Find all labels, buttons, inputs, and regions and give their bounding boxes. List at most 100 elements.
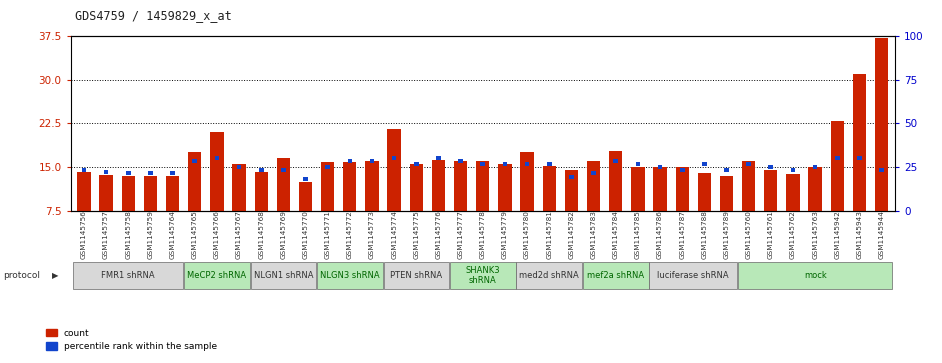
Bar	[516, 262, 582, 289]
Bar	[317, 262, 382, 289]
Bar	[613, 159, 618, 163]
Bar	[498, 164, 512, 211]
Bar	[215, 156, 219, 160]
Bar	[480, 162, 485, 166]
Text: GSM1145944: GSM1145944	[879, 211, 885, 260]
Bar	[543, 166, 556, 211]
Bar	[144, 176, 157, 211]
Bar	[431, 160, 446, 211]
Bar	[365, 161, 379, 211]
Bar	[654, 167, 667, 211]
Bar	[414, 162, 418, 166]
Text: mef2a shRNA: mef2a shRNA	[587, 271, 644, 280]
Text: mock: mock	[804, 271, 826, 280]
Bar	[835, 156, 839, 160]
Legend: count, percentile rank within the sample: count, percentile rank within the sample	[42, 325, 220, 355]
Text: NLGN1 shRNA: NLGN1 shRNA	[253, 271, 313, 280]
Text: GSM1145763: GSM1145763	[812, 211, 819, 260]
Bar	[742, 161, 755, 211]
Text: protocol: protocol	[3, 271, 40, 280]
Text: GSM1145784: GSM1145784	[612, 211, 619, 260]
Bar	[192, 159, 197, 163]
Bar	[746, 162, 751, 166]
Bar	[281, 168, 285, 172]
Text: GDS4759 / 1459829_x_at: GDS4759 / 1459829_x_at	[75, 9, 232, 22]
Bar	[73, 262, 183, 289]
Bar	[410, 164, 423, 211]
Bar	[813, 165, 818, 169]
Bar	[348, 159, 352, 163]
Text: GSM1145769: GSM1145769	[281, 211, 286, 260]
Text: GSM1145766: GSM1145766	[214, 211, 219, 260]
Bar	[631, 167, 644, 211]
Bar	[184, 262, 250, 289]
Text: GSM1145762: GSM1145762	[790, 211, 796, 260]
Bar	[680, 168, 685, 172]
Bar	[583, 262, 648, 289]
Bar	[587, 161, 600, 211]
Text: GSM1145761: GSM1145761	[768, 211, 773, 260]
Bar	[764, 170, 777, 211]
Bar	[343, 162, 356, 211]
Bar	[369, 159, 374, 163]
Text: GSM1145760: GSM1145760	[746, 211, 752, 260]
Text: GSM1145770: GSM1145770	[302, 211, 309, 260]
Bar	[454, 161, 467, 211]
Bar	[82, 168, 87, 172]
Text: GSM1145774: GSM1145774	[391, 211, 398, 260]
Bar	[166, 176, 179, 211]
Bar	[325, 165, 330, 169]
Bar	[592, 171, 596, 175]
Text: GSM1145782: GSM1145782	[568, 211, 575, 260]
Bar	[649, 262, 738, 289]
Text: GSM1145771: GSM1145771	[325, 211, 331, 260]
Text: GSM1145772: GSM1145772	[347, 211, 353, 260]
Bar	[636, 162, 641, 166]
Bar	[188, 152, 202, 211]
Bar	[392, 156, 397, 160]
Bar	[210, 132, 223, 211]
Bar	[303, 176, 308, 181]
Text: GSM1145775: GSM1145775	[414, 211, 419, 260]
Text: GSM1145765: GSM1145765	[192, 211, 198, 260]
Text: GSM1145778: GSM1145778	[479, 211, 486, 260]
Bar	[259, 168, 264, 172]
Text: ▶: ▶	[52, 271, 58, 280]
Text: GSM1145764: GSM1145764	[170, 211, 175, 260]
Text: luciferase shRNA: luciferase shRNA	[658, 271, 729, 280]
Text: GSM1145788: GSM1145788	[702, 211, 707, 260]
Bar	[233, 164, 246, 211]
Text: GSM1145757: GSM1145757	[103, 211, 109, 260]
Bar	[251, 262, 317, 289]
Text: NLGN3 shRNA: NLGN3 shRNA	[320, 271, 380, 280]
Bar	[277, 158, 290, 211]
Text: GSM1145786: GSM1145786	[657, 211, 663, 260]
Bar	[609, 151, 623, 211]
Bar	[875, 38, 888, 211]
Text: med2d shRNA: med2d shRNA	[519, 271, 579, 280]
Text: GSM1145768: GSM1145768	[258, 211, 264, 260]
Bar	[104, 170, 108, 174]
Bar	[565, 170, 578, 211]
Text: GSM1145783: GSM1145783	[591, 211, 596, 260]
Bar	[387, 129, 400, 211]
Text: GSM1145781: GSM1145781	[546, 211, 552, 260]
Bar	[547, 162, 552, 166]
Text: GSM1145780: GSM1145780	[524, 211, 530, 260]
Text: GSM1145773: GSM1145773	[369, 211, 375, 260]
Bar	[122, 176, 135, 211]
Bar	[171, 171, 175, 175]
Text: FMR1 shRNA: FMR1 shRNA	[102, 271, 155, 280]
Text: GSM1145777: GSM1145777	[458, 211, 463, 260]
Bar	[738, 262, 892, 289]
Text: GSM1145756: GSM1145756	[81, 211, 87, 260]
Bar	[720, 176, 733, 211]
Bar	[236, 165, 241, 169]
Text: GSM1145785: GSM1145785	[635, 211, 641, 260]
Bar	[126, 171, 131, 175]
Bar	[787, 174, 800, 211]
Bar	[769, 165, 773, 169]
Bar	[702, 162, 706, 166]
Bar	[450, 262, 515, 289]
Bar	[790, 168, 795, 172]
